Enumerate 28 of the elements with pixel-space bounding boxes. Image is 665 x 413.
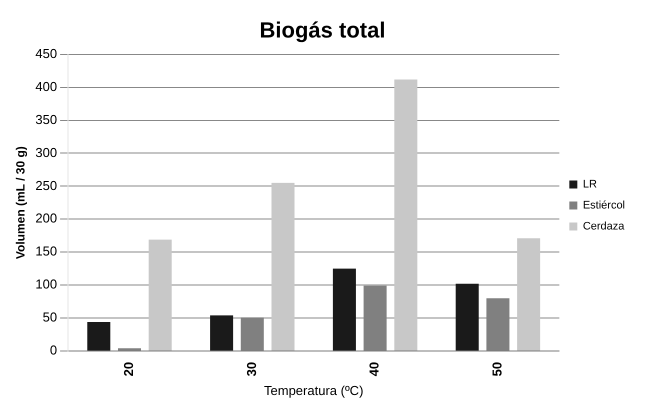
legend-label: Cerdaza	[582, 220, 626, 233]
y-axis-title: Volumen (mL / 30 g)	[14, 146, 28, 260]
y-tick-label: 250	[35, 178, 58, 193]
legend-label: Estiércol	[582, 200, 626, 212]
y-tick-label: 450	[35, 46, 58, 61]
bar	[394, 79, 418, 350]
y-tick-label: 50	[42, 310, 58, 325]
bar	[87, 322, 110, 350]
y-tick-label: 0	[50, 342, 58, 358]
y-tick-label: 400	[35, 78, 58, 94]
legend-label: LR	[582, 178, 597, 191]
bar	[456, 284, 479, 350]
y-tick-label: 100	[35, 276, 58, 292]
bar	[517, 238, 540, 350]
bar	[271, 182, 295, 350]
x-tick-label: 30	[244, 362, 259, 376]
y-tick-label: 200	[35, 210, 58, 226]
x-tick-label: 20	[121, 362, 136, 376]
y-tick-label: 350	[35, 112, 58, 127]
x-tick-label: 50	[489, 362, 504, 376]
bar	[332, 268, 356, 350]
x-axis-title: Temperatura (ºC)	[264, 382, 364, 398]
bar	[148, 240, 172, 350]
y-tick-label: 300	[35, 144, 58, 160]
bar	[210, 315, 234, 350]
chart-title: Biogás total	[260, 17, 386, 42]
y-tick-label: 150	[35, 244, 58, 259]
x-tick-label: 40	[366, 362, 382, 376]
